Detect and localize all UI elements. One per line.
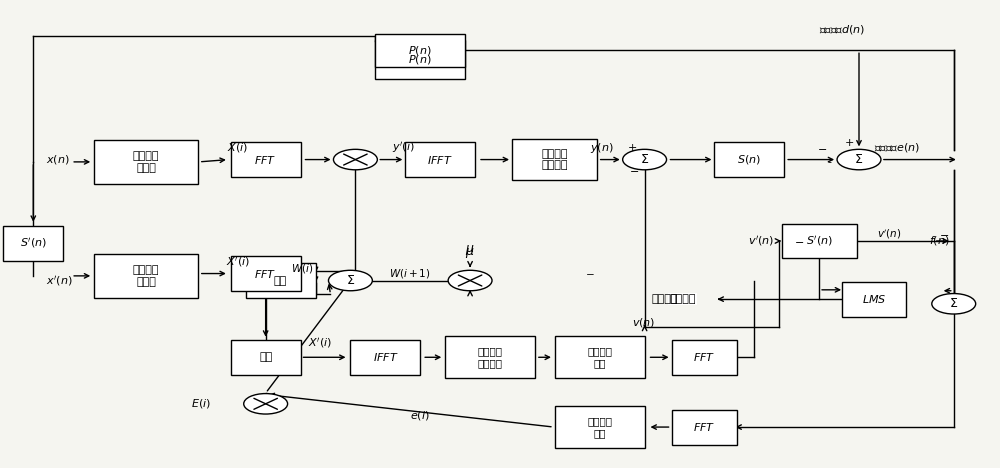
- Text: $\Sigma$: $\Sigma$: [854, 153, 864, 166]
- FancyBboxPatch shape: [94, 254, 198, 298]
- Text: $\Sigma$: $\Sigma$: [346, 274, 355, 287]
- Text: $-$: $-$: [794, 236, 804, 246]
- Text: 去除后一
个数据块: 去除后一 个数据块: [478, 346, 503, 368]
- FancyBboxPatch shape: [512, 139, 597, 181]
- Text: $\Sigma$: $\Sigma$: [949, 297, 958, 310]
- Text: $-$: $-$: [585, 269, 595, 278]
- FancyBboxPatch shape: [94, 140, 198, 184]
- Circle shape: [932, 293, 976, 314]
- Text: $W(i)$: $W(i)$: [291, 263, 314, 275]
- Circle shape: [448, 271, 492, 291]
- Text: +: +: [628, 143, 637, 153]
- Text: 初始振动$d(n)$: 初始振动$d(n)$: [819, 23, 866, 36]
- Text: $e(i)$: $e(i)$: [410, 409, 430, 422]
- Circle shape: [328, 271, 372, 291]
- Text: $y(n)$: $y(n)$: [590, 141, 614, 155]
- Text: 误差信号$e(n)$: 误差信号$e(n)$: [874, 141, 920, 154]
- Text: 数据块前
补零: 数据块前 补零: [587, 416, 612, 438]
- Text: $\mu$: $\mu$: [465, 243, 475, 257]
- FancyBboxPatch shape: [375, 34, 465, 66]
- FancyBboxPatch shape: [246, 263, 316, 298]
- Text: $-$: $-$: [629, 165, 639, 175]
- Text: $IFFT$: $IFFT$: [427, 154, 453, 166]
- FancyBboxPatch shape: [714, 142, 784, 177]
- FancyBboxPatch shape: [350, 340, 420, 375]
- Text: $X(i)$: $X(i)$: [227, 141, 248, 154]
- Text: 辨识信号: 辨识信号: [669, 294, 696, 304]
- Text: $X'(i)$: $X'(i)$: [308, 336, 333, 351]
- Text: 共轭: 共轭: [259, 352, 272, 362]
- Text: 级联两个
数据块: 级联两个 数据块: [133, 151, 159, 173]
- Text: $f(n)$: $f(n)$: [929, 234, 950, 248]
- FancyBboxPatch shape: [231, 340, 301, 375]
- Text: $v'(n)$: $v'(n)$: [877, 227, 901, 241]
- Circle shape: [623, 149, 667, 170]
- Circle shape: [244, 394, 288, 414]
- Text: $P(n)$: $P(n)$: [408, 44, 432, 57]
- FancyBboxPatch shape: [672, 410, 737, 445]
- Text: $v'(n)$: $v'(n)$: [748, 234, 774, 248]
- Circle shape: [333, 149, 377, 170]
- Circle shape: [837, 149, 881, 170]
- FancyBboxPatch shape: [375, 40, 465, 79]
- Text: 延时: 延时: [274, 276, 287, 285]
- Text: 保留后一
个数据块: 保留后一 个数据块: [542, 149, 568, 170]
- Text: $FFT$: $FFT$: [693, 421, 716, 433]
- Text: $E(i)$: $E(i)$: [191, 397, 211, 410]
- FancyBboxPatch shape: [445, 336, 535, 378]
- FancyBboxPatch shape: [782, 224, 857, 258]
- Text: 辨识信号: 辨识信号: [651, 294, 678, 304]
- Text: $W(i+1)$: $W(i+1)$: [389, 267, 431, 280]
- FancyBboxPatch shape: [405, 142, 475, 177]
- Text: -: -: [827, 157, 831, 167]
- Text: $x(n)$: $x(n)$: [46, 153, 70, 166]
- Text: $S'(n)$: $S'(n)$: [20, 236, 47, 250]
- Text: $S'(n)$: $S'(n)$: [806, 234, 833, 248]
- Text: $\mu$: $\mu$: [465, 246, 475, 260]
- Text: $x'(n)$: $x'(n)$: [46, 273, 73, 287]
- FancyBboxPatch shape: [555, 336, 645, 378]
- Text: 数据块后
补零: 数据块后 补零: [587, 346, 612, 368]
- Text: $P(n)$: $P(n)$: [408, 53, 432, 66]
- FancyBboxPatch shape: [555, 406, 645, 448]
- Text: 级联两个
数据块: 级联两个 数据块: [133, 265, 159, 287]
- Text: $-$: $-$: [817, 143, 827, 153]
- Text: $y'(i)$: $y'(i)$: [392, 140, 415, 155]
- Text: $-$: $-$: [939, 229, 949, 239]
- Text: $FFT$: $FFT$: [693, 351, 716, 363]
- Text: $LMS$: $LMS$: [862, 293, 886, 305]
- Text: $\Sigma$: $\Sigma$: [640, 153, 649, 166]
- FancyBboxPatch shape: [231, 142, 301, 177]
- Text: $v(n)$: $v(n)$: [632, 316, 655, 329]
- FancyBboxPatch shape: [842, 282, 906, 316]
- FancyBboxPatch shape: [3, 226, 63, 261]
- Text: $X'(i)$: $X'(i)$: [226, 255, 250, 269]
- FancyBboxPatch shape: [231, 256, 301, 291]
- Text: $FFT$: $FFT$: [254, 268, 277, 279]
- Text: +: +: [844, 138, 854, 148]
- Text: $FFT$: $FFT$: [254, 154, 277, 166]
- Text: $S(n)$: $S(n)$: [737, 153, 761, 166]
- Text: $IFFT$: $IFFT$: [373, 351, 398, 363]
- FancyBboxPatch shape: [672, 340, 737, 375]
